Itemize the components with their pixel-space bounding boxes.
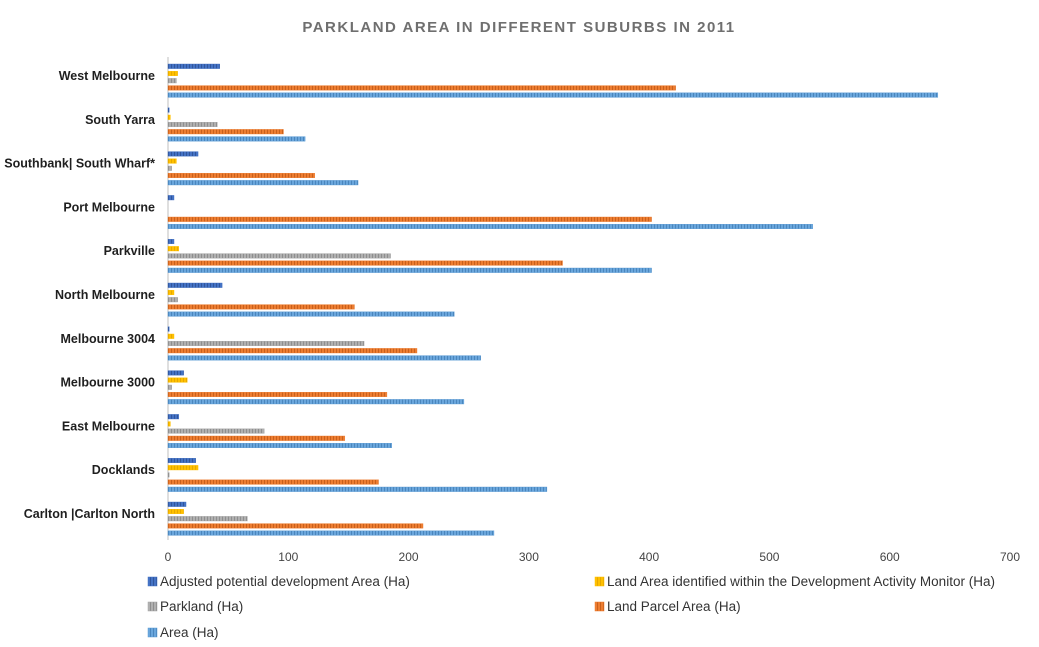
bars-group [167,63,939,536]
bar [167,246,180,252]
bar [167,260,563,266]
bar [167,282,223,288]
legend-label: Adjusted potential development Area (Ha) [160,574,410,589]
category-label: Port Melbourne [63,200,155,214]
legend-label: Parkland (Ha) [160,599,243,614]
bar [167,377,188,383]
bar [167,195,175,201]
bar [167,501,187,507]
bar [167,172,315,178]
bar [167,428,265,434]
bar [167,326,170,332]
bar [167,297,178,303]
bar [167,399,465,405]
bar [167,414,180,420]
bar [167,311,455,317]
bar [167,78,177,84]
bar [167,479,379,485]
category-labels: West Melbourne South Yarra Southbank| Sout… [4,69,156,521]
bar [167,151,199,157]
x-tick-label: 600 [880,550,900,564]
bar [167,384,172,390]
legend-label: Land Parcel Area (Ha) [607,599,741,614]
bar [167,341,365,347]
bar [167,85,676,91]
legend-swatch [147,627,158,638]
category-label: Southbank| South Wharf* [4,157,155,171]
x-axis-ticks: 0 100 200 300 400 500 600 700 [165,550,1021,564]
bar [167,392,388,398]
x-tick-label: 500 [759,550,779,564]
x-tick-label: 0 [165,550,172,564]
bar [167,136,306,142]
legend-swatch [594,576,605,587]
bar [167,443,392,449]
bar [167,129,284,135]
bar [167,435,346,441]
category-label: Melbourne 3000 [61,376,156,390]
bar [167,486,548,492]
bar [167,63,220,69]
category-label: Melbourne 3004 [61,332,156,346]
bar [167,421,171,427]
legend-swatch [147,601,158,612]
bar [167,516,248,522]
bar [167,530,495,536]
bar [167,472,170,478]
bar [167,107,170,113]
legend-label: Area (Ha) [160,625,219,640]
legend: Adjusted potential development Area (Ha)… [147,574,995,640]
bar [167,165,172,171]
category-label: Parkville [104,244,155,258]
bar [167,92,939,98]
bar [167,158,177,164]
category-label: East Melbourne [62,419,155,433]
bar [167,465,199,471]
bar [167,355,481,361]
bar [167,180,359,186]
x-tick-label: 200 [399,550,419,564]
bar [167,238,175,244]
bar [167,509,184,515]
legend-swatch [594,601,605,612]
bar [167,458,196,464]
bar [167,216,652,222]
category-label: North Melbourne [55,288,155,302]
bar [167,114,171,120]
bar [167,523,424,529]
bar [167,348,418,354]
legend-label: Land Area identified within the Developm… [607,574,995,589]
bar [167,304,355,310]
bar [167,223,813,229]
bar [167,290,175,296]
bar [167,70,178,76]
x-tick-label: 300 [519,550,539,564]
bar [167,333,175,339]
category-label: South Yarra [85,113,156,127]
x-tick-label: 700 [1000,550,1020,564]
chart-title: PARKLAND AREA IN DIFFERENT SUBURBS IN 20… [302,19,735,36]
legend-swatch [147,576,158,587]
bar [167,253,391,259]
bar [167,267,652,273]
category-label: Carlton |Carlton North [24,507,155,521]
bar [167,121,218,127]
x-tick-label: 100 [278,550,298,564]
category-label: West Melbourne [59,69,155,83]
x-tick-label: 400 [639,550,659,564]
category-label: Docklands [92,463,155,477]
bar [167,370,184,376]
